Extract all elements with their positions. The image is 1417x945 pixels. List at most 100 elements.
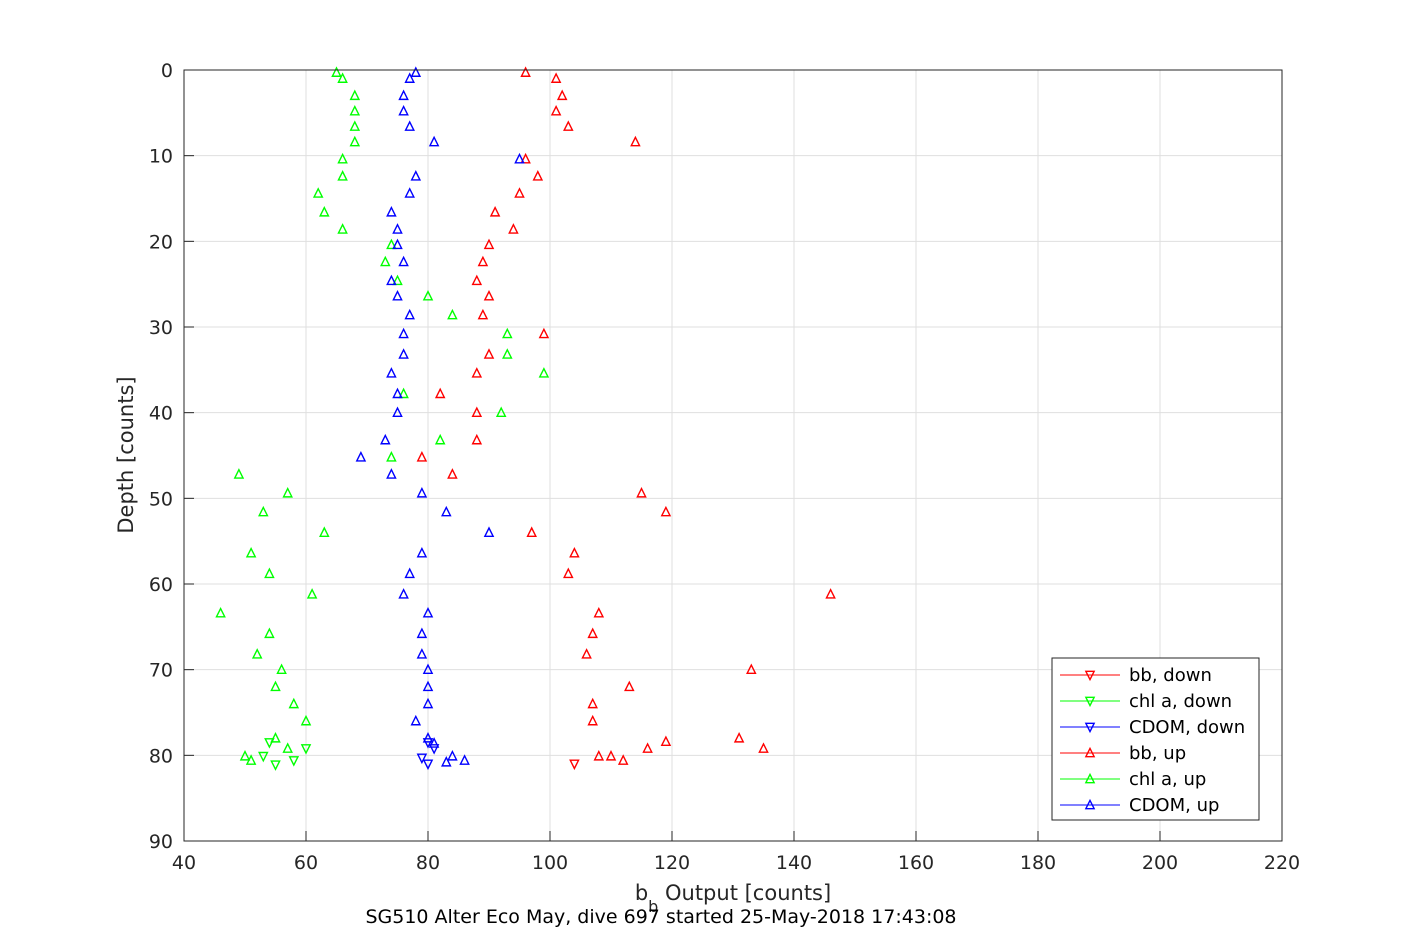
data-point	[233, 468, 245, 479]
data-point	[215, 606, 226, 618]
data-point	[282, 742, 293, 753]
data-point	[758, 742, 769, 753]
y-tick-label: 60	[149, 574, 173, 596]
data-point	[264, 738, 275, 749]
data-point	[319, 206, 330, 217]
y-tick-label: 80	[149, 745, 173, 767]
x-axis-label: bb Output [counts]	[635, 881, 831, 916]
data-point	[477, 255, 489, 267]
data-point	[422, 680, 434, 692]
data-point	[392, 289, 403, 301]
data-point	[398, 348, 409, 359]
data-point	[471, 433, 483, 445]
y-axis-label: Depth [counts]	[114, 376, 138, 533]
data-point	[398, 89, 409, 101]
data-point	[483, 526, 495, 537]
legend-box	[1051, 657, 1260, 821]
data-point	[337, 72, 348, 83]
legend-marker	[1084, 722, 1096, 734]
data-point	[270, 760, 281, 771]
data-point	[447, 468, 458, 479]
data-point	[441, 756, 452, 767]
data-point	[392, 387, 403, 399]
x-axis-label-main: b	[635, 881, 648, 905]
legend-label: chl a, up	[1129, 769, 1206, 790]
legend-label: CDOM, down	[1129, 717, 1245, 738]
data-point	[398, 327, 409, 339]
data-point	[251, 648, 263, 659]
data-point	[386, 238, 397, 250]
data-point	[300, 744, 312, 755]
x-tick-label: 180	[1020, 852, 1056, 874]
legend-marker	[1084, 746, 1096, 758]
data-point	[593, 750, 605, 761]
data-point	[746, 663, 757, 675]
data-point	[386, 367, 397, 378]
data-point	[587, 627, 598, 639]
data-point	[520, 66, 531, 77]
data-point	[495, 406, 507, 418]
y-tick-label: 70	[149, 660, 173, 682]
x-tick-label: 120	[654, 852, 690, 874]
y-tick-label: 20	[149, 231, 173, 253]
data-point	[483, 289, 495, 301]
data-point	[538, 367, 550, 378]
data-point	[489, 206, 501, 217]
data-point	[550, 72, 562, 83]
data-point	[422, 697, 434, 709]
legend-marker	[1084, 670, 1096, 682]
data-point	[447, 750, 458, 761]
data-point	[660, 735, 672, 747]
x-tick-label: 60	[294, 852, 318, 874]
data-point	[422, 732, 434, 743]
data-point	[514, 187, 525, 198]
data-point	[282, 487, 293, 498]
data-point	[617, 754, 629, 765]
data-point	[386, 468, 397, 479]
data-point	[398, 104, 409, 116]
data-point	[264, 627, 275, 639]
data-point	[245, 546, 257, 558]
data-point	[288, 756, 300, 767]
data-point	[312, 187, 324, 198]
x-tick-label: 40	[172, 852, 196, 874]
data-point	[422, 759, 434, 771]
data-point	[508, 223, 519, 234]
x-tick-label: 140	[776, 852, 812, 874]
legend-items: bb, down chl a, down CDOM, down bb, up chl a…	[1060, 665, 1245, 816]
data-point	[422, 289, 434, 301]
y-tick-label: 10	[149, 146, 173, 168]
data-point	[337, 223, 348, 234]
x-tick-label: 220	[1264, 852, 1300, 874]
data-point	[398, 588, 409, 599]
data-point	[337, 152, 348, 164]
legend-label: bb, down	[1129, 665, 1212, 686]
data-point	[270, 732, 281, 743]
data-point	[258, 505, 269, 517]
data-point	[520, 152, 531, 164]
data-point	[477, 308, 489, 320]
data-point	[404, 187, 415, 198]
data-point	[398, 255, 409, 267]
y-tick-label: 90	[149, 831, 173, 853]
data-point	[355, 451, 367, 462]
data-point	[276, 663, 287, 675]
x-tick-label: 200	[1142, 852, 1178, 874]
data-point	[502, 348, 513, 359]
data-point	[300, 714, 312, 726]
x-axis-label-subscript: b	[648, 897, 658, 916]
data-point	[581, 648, 592, 659]
data-point	[642, 742, 653, 753]
legend-marker	[1084, 696, 1096, 708]
legend-marker	[1084, 798, 1096, 810]
data-point	[587, 714, 598, 726]
data-point	[447, 308, 458, 320]
data-point	[563, 567, 574, 579]
legend-label: CDOM, up	[1129, 795, 1219, 816]
data-point	[434, 387, 446, 399]
data-point	[538, 327, 550, 339]
data-point	[404, 120, 415, 131]
data-point	[404, 308, 415, 320]
data-point	[270, 680, 281, 692]
